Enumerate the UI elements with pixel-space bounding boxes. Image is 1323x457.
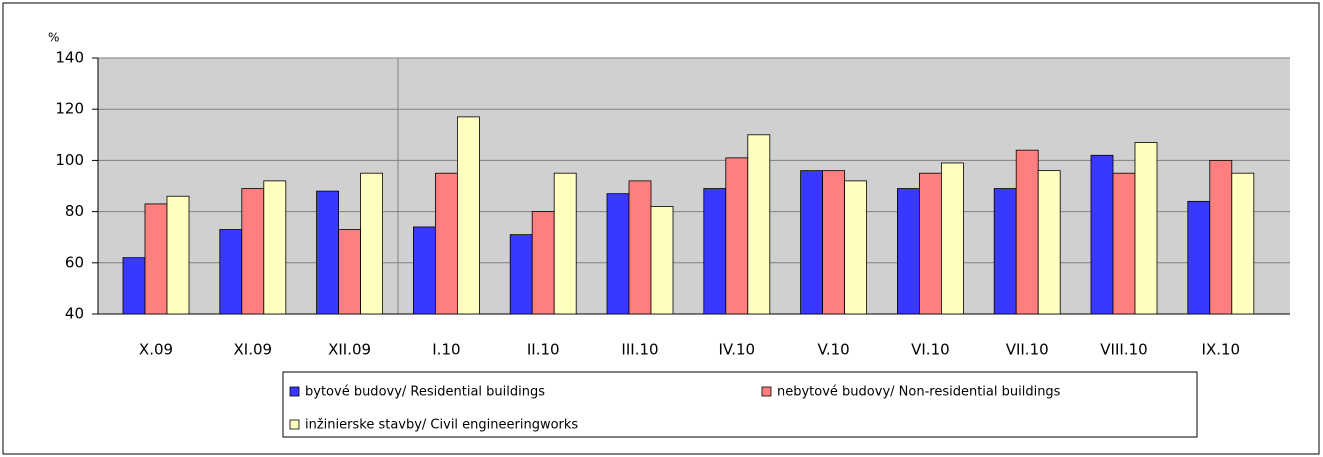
bar	[993, 188, 1017, 315]
y-tick-label: 100	[55, 151, 84, 169]
bar	[822, 170, 845, 315]
bar	[1037, 170, 1061, 315]
legend-label: inžinierske stavby/ Civil engineeringwor…	[305, 418, 578, 433]
bar	[747, 134, 771, 315]
bar	[412, 226, 436, 315]
x-tick-label: IV.10	[718, 341, 755, 359]
x-tick-label: VII.10	[1006, 341, 1049, 359]
bar	[241, 188, 265, 315]
bar	[219, 229, 243, 315]
legend	[282, 371, 1198, 438]
bar	[338, 229, 362, 315]
bar	[1134, 142, 1158, 315]
x-tick-label: II.10	[527, 341, 560, 359]
bar	[650, 206, 674, 315]
x-tick-label: VI.10	[911, 341, 950, 359]
bar	[360, 172, 384, 315]
bar	[800, 170, 823, 315]
bar	[122, 257, 146, 315]
y-tick-label: 140	[55, 49, 84, 67]
legend-label: nebytové budovy/ Non-residential buildin…	[777, 385, 1061, 400]
bar	[509, 234, 533, 315]
bar	[263, 180, 287, 315]
x-tick-label: IX.10	[1202, 341, 1241, 359]
bar	[553, 172, 577, 315]
bar	[1112, 172, 1136, 315]
bar	[1015, 149, 1039, 315]
y-axis-label: %	[48, 31, 59, 45]
bar	[166, 195, 190, 315]
x-tick-label: XI.09	[234, 341, 273, 359]
legend-label: bytové budovy/ Residential buildings	[305, 385, 545, 400]
x-tick-label: III.10	[621, 341, 658, 359]
x-tick-label: X.09	[139, 341, 173, 359]
bar	[531, 211, 555, 315]
y-tick-label: 40	[65, 305, 84, 323]
bar	[1090, 154, 1114, 315]
bar	[606, 193, 630, 315]
bar	[628, 180, 652, 315]
bar	[919, 172, 942, 315]
bar	[725, 157, 749, 315]
y-tick-label: 120	[55, 100, 84, 118]
bar	[456, 116, 480, 315]
legend-swatch	[289, 419, 300, 430]
x-tick-label: V.10	[818, 341, 850, 359]
x-tick-label: XII.09	[328, 341, 371, 359]
y-tick-label: 60	[65, 253, 84, 271]
bar	[703, 188, 727, 315]
bar	[897, 188, 920, 315]
bar	[1231, 172, 1255, 315]
bar	[144, 203, 168, 315]
bar	[434, 172, 458, 315]
legend-swatch	[761, 386, 772, 397]
x-tick-label: I.10	[432, 341, 460, 359]
x-tick-label: VIII.10	[1100, 341, 1147, 359]
y-tick-label: 80	[65, 202, 84, 220]
bar	[941, 162, 964, 315]
bar	[1187, 200, 1211, 315]
bar	[1209, 159, 1233, 315]
bar	[844, 180, 867, 315]
legend-swatch	[289, 386, 300, 397]
bar	[316, 190, 340, 315]
